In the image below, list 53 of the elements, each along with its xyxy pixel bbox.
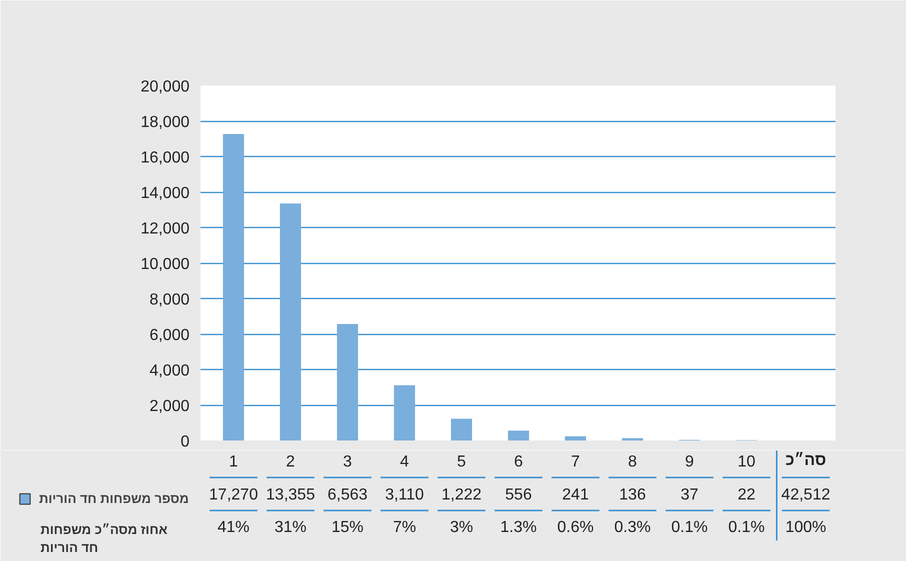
x-tick-label: 7 xyxy=(571,454,580,470)
x-tick-label: 3 xyxy=(343,454,352,470)
text: 1.3% xyxy=(500,519,537,536)
data-label: 6,563 xyxy=(327,486,368,504)
text: אחוז מסה״כ משפחות חד הוריות xyxy=(40,522,168,555)
text: 0.6% xyxy=(557,519,594,536)
x-tick-label: 8 xyxy=(628,454,638,470)
bar xyxy=(450,418,472,440)
y-tick-label: 2,000 xyxy=(149,398,190,415)
data-label: 37 xyxy=(680,486,698,504)
data-label: 241 xyxy=(562,486,589,504)
y-tick-label: 16,000 xyxy=(140,150,190,166)
legend-label: מספר משפחות חד הוריות xyxy=(39,491,189,506)
bar xyxy=(336,324,358,440)
bar xyxy=(564,436,586,440)
text: 42,512 xyxy=(781,486,830,504)
x-tick-label: 10 xyxy=(738,454,756,470)
text: סה״כ xyxy=(785,451,826,469)
text: 15% xyxy=(331,519,364,536)
text: 7% xyxy=(392,519,416,536)
bar xyxy=(508,430,530,440)
x-tick-label: 1 xyxy=(229,454,238,470)
text: 31% xyxy=(274,519,307,536)
text: 3% xyxy=(450,519,474,536)
x-tick-label: 5 xyxy=(457,454,466,470)
y-tick-label: 12,000 xyxy=(140,220,190,238)
x-tick-label: 4 xyxy=(400,454,410,470)
data-label: 22 xyxy=(738,486,756,504)
data-label: 13,355 xyxy=(266,486,316,504)
text: 41% xyxy=(217,519,250,536)
y-tick-label: 14,000 xyxy=(140,185,190,202)
y-tick-label: 18,000 xyxy=(140,114,190,131)
bar xyxy=(222,134,244,440)
y-tick-label: 4,000 xyxy=(149,362,190,380)
bar xyxy=(394,385,416,440)
data-label: 556 xyxy=(505,486,532,504)
data-label: 17,270 xyxy=(209,486,258,504)
data-label: 1,222 xyxy=(441,486,482,504)
text: 0.3% xyxy=(614,519,651,536)
y-tick-label: 10,000 xyxy=(140,256,190,273)
data-label: 3,110 xyxy=(385,486,424,504)
x-tick-label: 2 xyxy=(286,454,296,470)
text: 100% xyxy=(785,519,826,536)
text: 0.1% xyxy=(671,519,708,536)
x-tick-label: 9 xyxy=(685,454,694,470)
y-tick-label: 6,000 xyxy=(149,327,190,344)
y-tick-label: 20,000 xyxy=(140,78,190,96)
x-tick-label: 6 xyxy=(514,454,524,470)
y-tick-label: 0 xyxy=(180,434,190,450)
text: 0.1% xyxy=(728,519,765,536)
data-label: 136 xyxy=(619,486,646,504)
bar xyxy=(280,203,302,440)
y-tick-label: 8,000 xyxy=(149,292,190,308)
